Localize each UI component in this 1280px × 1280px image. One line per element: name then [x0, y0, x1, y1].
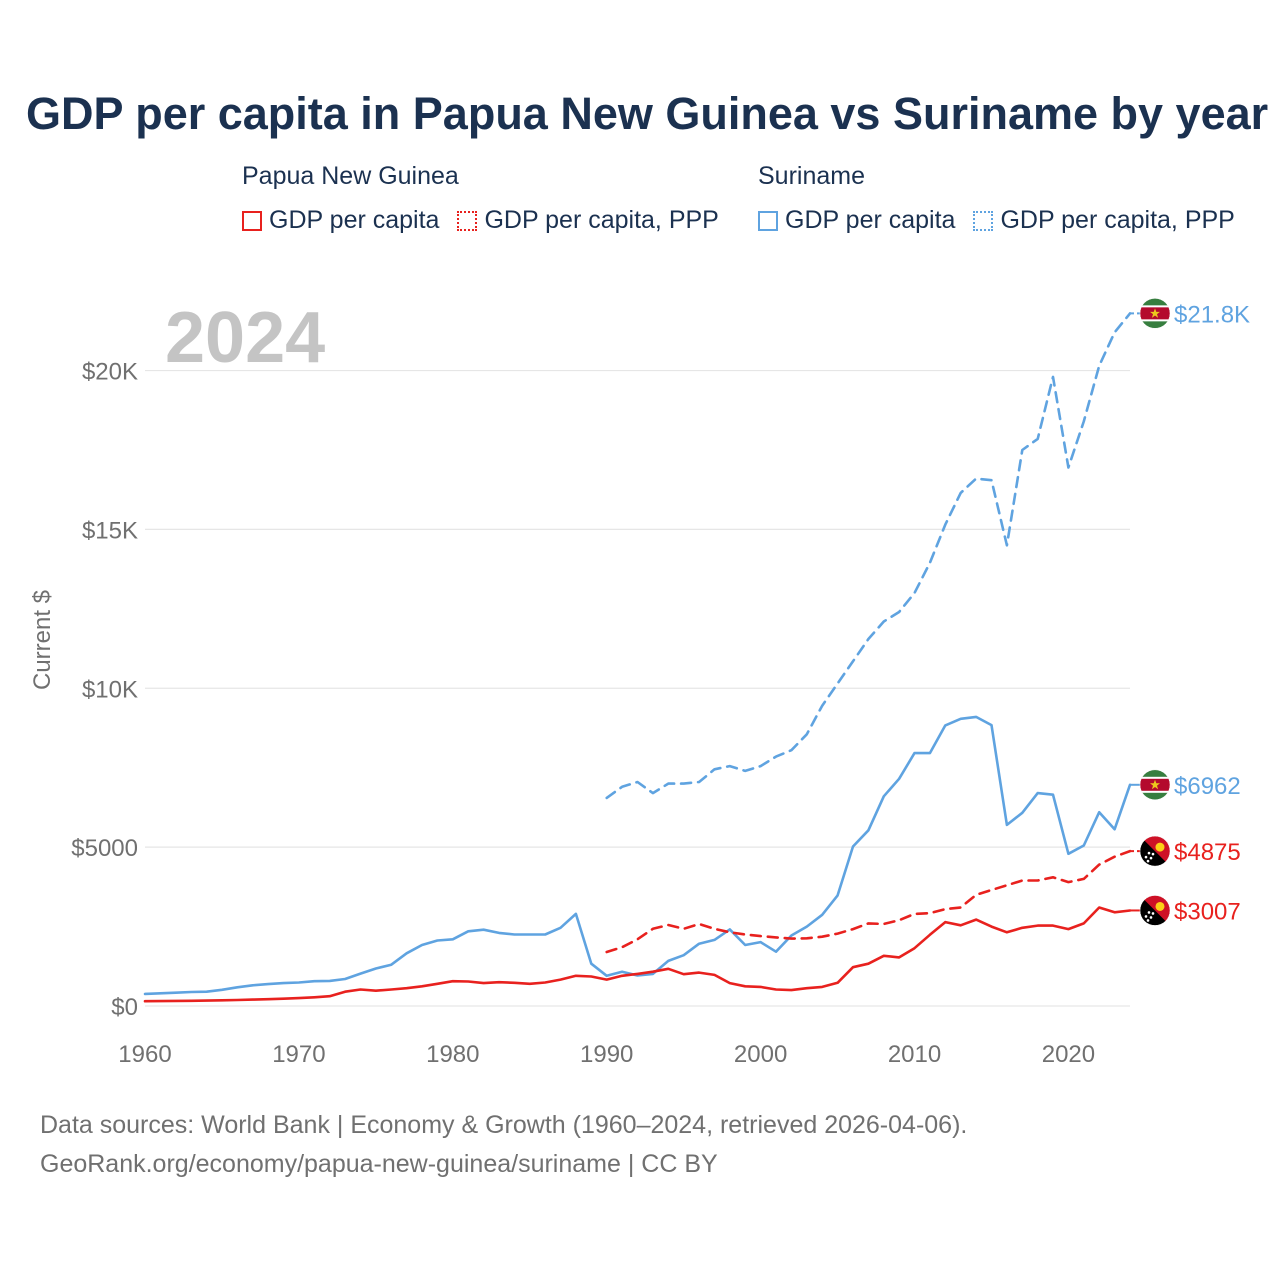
- flag-star: [1146, 859, 1150, 863]
- legend-group-suriname: Suriname GDP per capita GDP per capita, …: [758, 162, 1253, 235]
- endpoint-value-label: $3007: [1174, 898, 1241, 925]
- flag-bird: [1155, 901, 1165, 911]
- png-flag-icon: [1140, 895, 1170, 926]
- flag-star: [1150, 308, 1160, 318]
- series-line-suriname-gdp-per-capita: [143, 715, 1132, 996]
- y-tick-label: $5000: [71, 835, 138, 862]
- x-tick-label: 1990: [580, 1041, 633, 1068]
- legend-swatch-solid-icon: [758, 210, 778, 231]
- x-tick-label: 1970: [272, 1041, 325, 1068]
- legend-label: GDP per capita, PPP: [1000, 206, 1235, 234]
- flag-star: [1147, 911, 1151, 914]
- legend-group-papua-new-guinea: Papua New Guinea GDP per capita GDP per …: [242, 162, 737, 235]
- suriname-flag-icon: [1140, 769, 1170, 800]
- y-tick-label: $0: [111, 994, 138, 1021]
- legend-label: GDP per capita: [785, 206, 956, 234]
- x-tick-label: 1980: [426, 1041, 479, 1068]
- endpoint-value-label: $4875: [1174, 839, 1241, 866]
- chart-title: GDP per capita in Papua New Guinea vs Su…: [26, 88, 1269, 139]
- flag-bird: [1155, 842, 1165, 852]
- flag-star: [1149, 856, 1153, 860]
- series-line-papua-new-guinea-gdp-per-capita: [143, 906, 1132, 1003]
- legend-swatch-solid-icon: [242, 210, 262, 231]
- endpoint-layer: $21.8K $6962 $4875 $3007: [1130, 298, 1250, 926]
- axis-layer: $0 $5000 $10K $15K $20K 1960 1970 1980 1990 2000 2…: [71, 359, 1095, 1068]
- flag-border: [1139, 298, 1171, 329]
- flag-star: [1146, 919, 1150, 922]
- flag-star: [1144, 915, 1148, 918]
- x-tick-label: 2000: [734, 1041, 787, 1068]
- series-line-papua-new-guinea-gdp-per-capita-ppp: [605, 849, 1132, 954]
- series-layer: [143, 312, 1132, 1003]
- flag-star: [1150, 779, 1160, 790]
- legend-swatch-dotted-icon: [457, 210, 478, 231]
- x-tick-label: 2010: [888, 1041, 941, 1068]
- source-line-1: Data sources: World Bank | Economy & Gro…: [40, 1111, 968, 1139]
- png-flag-icon: [1140, 836, 1170, 867]
- legend-label: GDP per capita: [269, 206, 440, 234]
- flag-star: [1147, 851, 1151, 855]
- flag-border: [1139, 895, 1171, 926]
- flag-part: [1140, 895, 1170, 926]
- legend-group-title: Papua New Guinea: [242, 162, 459, 190]
- year-watermark: 2024: [165, 298, 325, 378]
- source-note: Data sources: World Bank | Economy & Gro…: [40, 1106, 967, 1184]
- flag-star: [1144, 855, 1148, 859]
- flag-part: [1140, 836, 1170, 867]
- legend-item-suriname-gdp-ppp[interactable]: GDP per capita, PPP: [973, 206, 1235, 235]
- legend-item-png-gdp-ppp[interactable]: GDP per capita, PPP: [457, 206, 719, 235]
- flag-star: [1149, 916, 1153, 919]
- x-tick-label: 1960: [118, 1041, 171, 1068]
- y-axis-label: Current $: [29, 590, 56, 690]
- endpoint-value-label: $6962: [1174, 773, 1241, 800]
- legend-label: GDP per capita, PPP: [484, 206, 719, 234]
- legend-item-suriname-gdp[interactable]: GDP per capita: [758, 206, 955, 235]
- suriname-flag-icon: [1140, 298, 1170, 329]
- flag-star: [1151, 912, 1155, 915]
- legend-group-title: Suriname: [758, 162, 865, 190]
- y-tick-label: $15K: [82, 517, 138, 544]
- legend-swatch-dotted-icon: [973, 210, 994, 231]
- series-line-suriname-gdp-per-capita-ppp: [605, 312, 1132, 800]
- flag-border: [1139, 769, 1171, 801]
- y-tick-label: $10K: [82, 676, 138, 703]
- legend-item-png-gdp[interactable]: GDP per capita: [242, 206, 439, 235]
- source-line-2: GeoRank.org/economy/papua-new-guinea/sur…: [40, 1150, 718, 1178]
- y-tick-label: $20K: [82, 359, 138, 386]
- grid-layer: [145, 369, 1130, 1007]
- flag-star: [1151, 852, 1155, 856]
- endpoint-value-label: $21.8K: [1174, 301, 1250, 328]
- flag-border: [1139, 835, 1171, 867]
- x-tick-label: 2020: [1042, 1041, 1095, 1068]
